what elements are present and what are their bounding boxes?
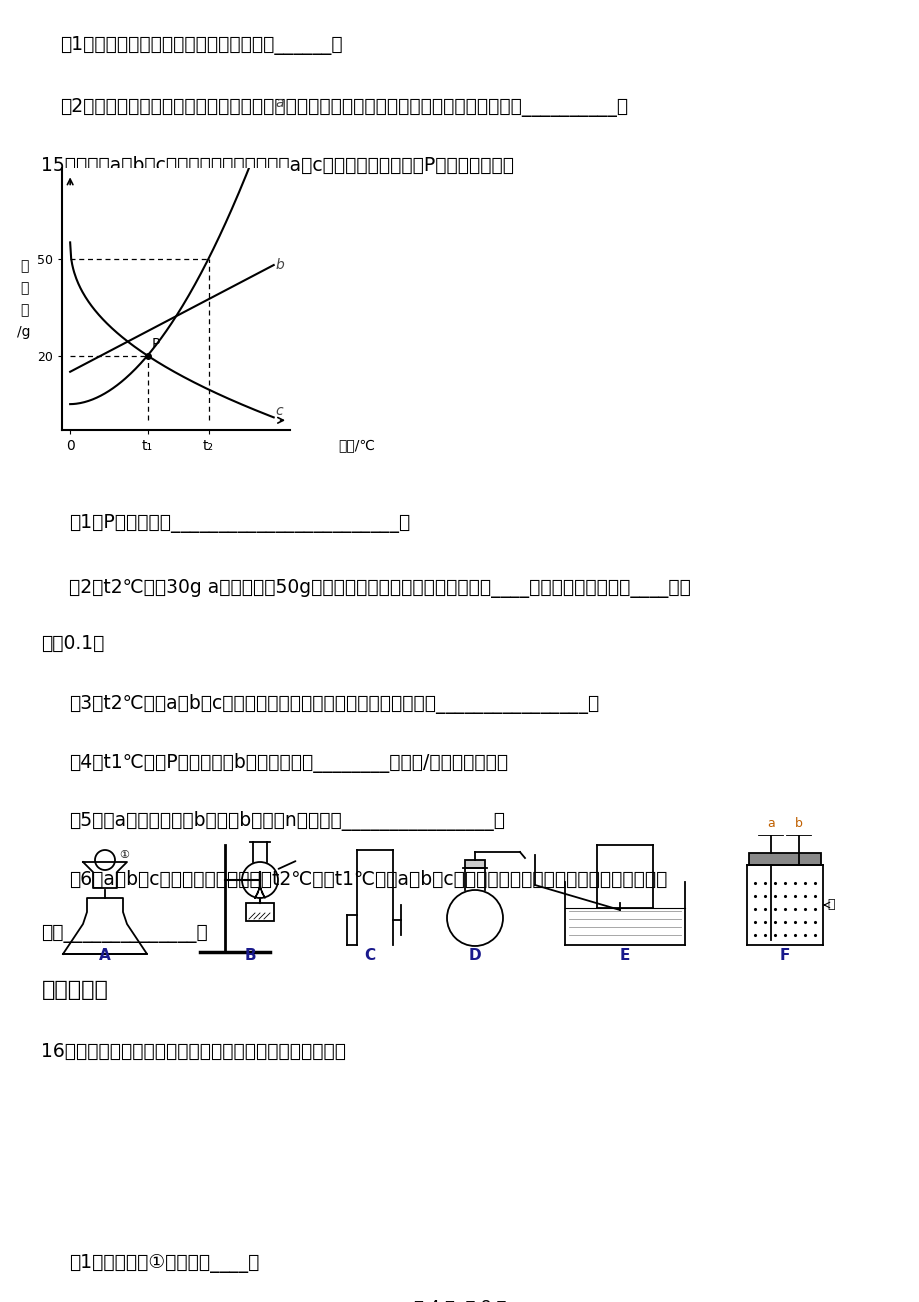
- Bar: [748, 853, 820, 865]
- Bar: [464, 861, 484, 868]
- Text: P: P: [152, 337, 160, 350]
- Text: 解: 解: [20, 281, 28, 296]
- Text: （4）t1℃时，P点所表示的b物质的溶液是________（饱和/不饱和）溶液。: （4）t1℃时，P点所表示的b物质的溶液是________（饱和/不饱和）溶液。: [69, 753, 507, 772]
- Text: （5）若a中混有的少量b，除去b而提纭n的方法是________________。: （5）若a中混有的少量b，除去b而提纭n的方法是________________…: [69, 811, 505, 831]
- Text: 16．如图是实验室制取气体的常用装置，请回答下列问题。: 16．如图是实验室制取气体的常用装置，请回答下列问题。: [41, 1042, 346, 1061]
- Text: 水: 水: [826, 898, 834, 911]
- Text: 度: 度: [20, 303, 28, 316]
- Text: A: A: [99, 948, 111, 962]
- Text: （1）P点的含义是________________________。: （1）P点的含义是________________________。: [69, 514, 410, 534]
- Text: ①: ①: [119, 850, 129, 861]
- Text: （2）要用实验来证明该石灼浆已经变质，请写出一种可选用的试剂及相关反应的化学方程式__________。: （2）要用实验来证明该石灼浆已经变质，请写出一种可选用的试剂及相关反应的化学方程…: [60, 98, 628, 117]
- Text: 三、实验题: 三、实验题: [41, 980, 108, 1000]
- Text: （6）a、b、c三种物质的饱和溶液由t2℃降到t1℃时，a、b、c三种物质的溶质质量分数由小到大的排列顺: （6）a、b、c三种物质的饱和溶液由t2℃降到t1℃时，a、b、c三种物质的溶质…: [69, 870, 666, 889]
- Text: b: b: [794, 816, 802, 829]
- Text: B: B: [244, 948, 255, 962]
- Text: （2）t2℃时，30g a物质加入到50g水中不断搅拌，能形成溶液的质量为____。溶质的质量分数是____（精: （2）t2℃时，30g a物质加入到50g水中不断搅拌，能形成溶液的质量为___…: [69, 579, 690, 599]
- Text: 15．下图是a、b、c三种物质的溶解度曲线，a与c的溶解度曲线相交于P点。据图回答：: 15．下图是a、b、c三种物质的溶解度曲线，a与c的溶解度曲线相交于P点。据图回…: [41, 156, 514, 176]
- Text: 第 4 页  共 8 页: 第 4 页 共 8 页: [414, 1299, 505, 1302]
- Text: 确到0.1）: 确到0.1）: [41, 634, 105, 654]
- Text: a: a: [766, 816, 774, 829]
- Text: （1）实验仪器①的名称是____。: （1）实验仪器①的名称是____。: [69, 1254, 259, 1273]
- Text: 温度/℃: 温度/℃: [337, 437, 375, 452]
- Text: C: C: [364, 948, 375, 962]
- Text: F: F: [779, 948, 789, 962]
- Text: b: b: [276, 258, 284, 272]
- Text: E: E: [619, 948, 630, 962]
- Text: 溶: 溶: [20, 259, 28, 273]
- Text: 序是______________。: 序是______________。: [41, 924, 208, 944]
- Text: D: D: [468, 948, 481, 962]
- Bar: [245, 904, 274, 921]
- Text: a: a: [276, 95, 284, 109]
- Text: （3）t2℃时，a、b、c三种物质的溶解度按由小到大的排列顺序是________________。: （3）t2℃时，a、b、c三种物质的溶解度按由小到大的排列顺序是________…: [69, 694, 598, 713]
- Text: （1）石灼浆在空气中变质的化学方程式是______。: （1）石灼浆在空气中变质的化学方程式是______。: [60, 36, 342, 56]
- Text: /g: /g: [17, 326, 30, 339]
- Text: c: c: [276, 404, 283, 418]
